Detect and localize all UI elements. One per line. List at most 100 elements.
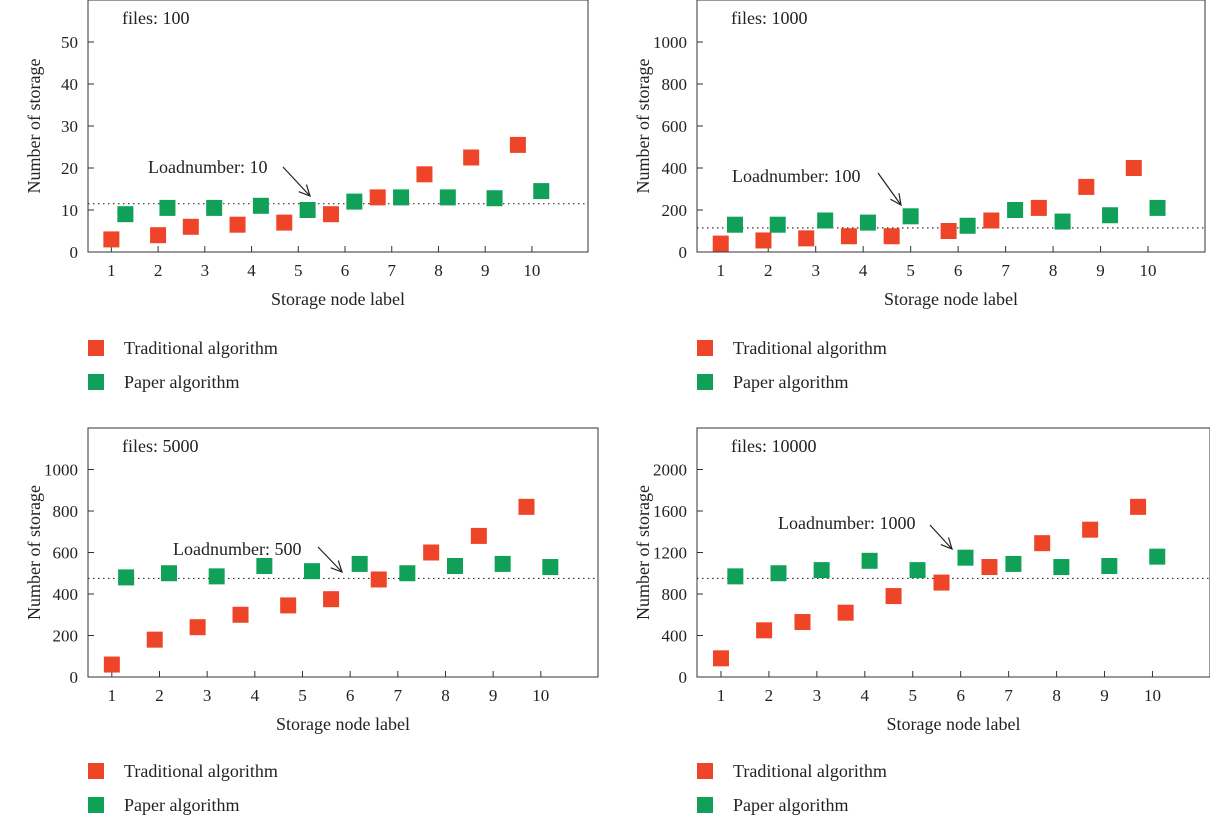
paper-point [351,555,368,572]
traditional-point [1130,498,1147,515]
traditional-point [933,574,950,591]
traditional-point [146,631,163,648]
x-tick-label: 3 [811,261,820,280]
paper-point [299,202,316,218]
legend-label-paper: Paper algorithm [124,371,240,392]
paper-point [304,563,321,580]
paper-point [957,549,974,566]
legend-label-paper: Paper algorithm [733,371,849,392]
files-annotation: files: 1000 [731,8,808,28]
x-tick-label: 1 [108,686,117,705]
x-tick-label: 10 [1140,261,1157,280]
paper-point [1102,207,1119,224]
y-tick-label: 40 [61,75,78,94]
x-tick-label: 5 [298,686,307,705]
paper-point [859,214,876,231]
traditional-point [518,498,535,515]
traditional-point [463,149,480,166]
y-tick-label: 200 [662,201,688,220]
traditional-point [1125,160,1142,176]
arrow-head [940,537,953,551]
y-tick-label: 400 [53,585,79,604]
x-tick-label: 4 [251,686,260,705]
legend-label-traditional: Traditional algorithm [733,760,887,781]
load-annotation: Loadnumber: 10 [148,157,267,177]
legend-item-traditional: Traditional algorithm [697,331,887,365]
x-tick-label: 10 [532,686,549,705]
traditional-point [1078,178,1095,195]
legend-item-traditional: Traditional algorithm [88,754,278,788]
traditional-point [369,189,386,206]
arrow-head [890,193,902,207]
x-tick-label: 7 [1001,261,1010,280]
paper-point [770,565,787,582]
traditional-point [229,216,246,233]
paper-point [117,206,134,223]
y-tick-label: 0 [70,243,79,262]
x-tick-label: 6 [341,261,350,280]
legend-swatch-paper [88,797,104,813]
x-tick-label: 4 [859,261,868,280]
paper-point [542,559,559,576]
y-tick-label: 50 [61,33,78,52]
paper-point [1149,199,1166,216]
traditional-point [755,232,772,249]
traditional-point [509,136,526,153]
paper-point [727,568,744,585]
paper-point [1101,557,1118,574]
y-tick-label: 400 [662,627,688,646]
traditional-point [150,227,167,244]
y-tick-label: 1000 [44,461,78,480]
x-tick-label: 2 [155,686,164,705]
legend-swatch-paper [697,374,713,390]
traditional-point [840,228,857,245]
x-tick-label: 5 [908,686,917,705]
traditional-point [981,559,998,576]
paper-point [1007,202,1024,218]
plot-frame [696,0,1206,253]
x-tick-label: 2 [765,686,774,705]
paper-point [159,199,176,216]
legend-label-traditional: Traditional algorithm [733,337,887,358]
y-tick-label: 0 [679,243,688,262]
y-tick-label: 2000 [653,461,687,480]
x-tick-label: 10 [1144,686,1161,705]
traditional-point [103,231,120,248]
paper-point [861,552,878,569]
plot-frame [87,427,599,678]
legend-item-traditional: Traditional algorithm [88,331,278,365]
traditional-point [103,656,120,673]
legend-swatch-paper [697,797,713,813]
x-tick-label: 7 [387,261,396,280]
paper-point [252,197,269,214]
files-annotation: files: 10000 [731,436,817,456]
x-tick-label: 7 [394,686,403,705]
legend-4: Traditional algorithm Paper algorithm [697,754,887,822]
x-tick-label: 8 [1052,686,1061,705]
paper-point [161,565,178,582]
x-axis-label: Storage node label [276,714,410,734]
chart-panel-1: 0 10 20 30 40 50 1 2 3 4 5 6 7 8 9 10 Storage node label… [24,0,589,309]
load-annotation: Loadnumber: 500 [173,539,301,559]
y-tick-label: 10 [61,201,78,220]
x-tick-label: 1 [717,686,726,705]
x-tick-label: 7 [1004,686,1013,705]
paper-point [118,569,135,586]
chart-panel-4: 0 400 800 1200 1600 2000 1 2 3 4 5 6 7 8 9 10 Storage no… [633,427,1210,734]
paper-point [726,216,743,233]
traditional-point [1034,535,1051,552]
paper-point [769,216,786,233]
legend-item-paper: Paper algorithm [697,365,887,399]
legend-label-paper: Paper algorithm [124,794,240,815]
traditional-point [885,588,902,605]
legend-item-paper: Paper algorithm [88,788,278,822]
x-tick-label: 9 [481,261,490,280]
paper-point [909,562,926,579]
traditional-point [470,527,487,544]
paper-point [439,189,456,206]
x-tick-label: 9 [489,686,498,705]
paper-point [902,208,919,225]
traditional-point [189,619,206,636]
x-tick-label: 6 [346,686,355,705]
y-axis-label: Number of storage [24,485,44,620]
